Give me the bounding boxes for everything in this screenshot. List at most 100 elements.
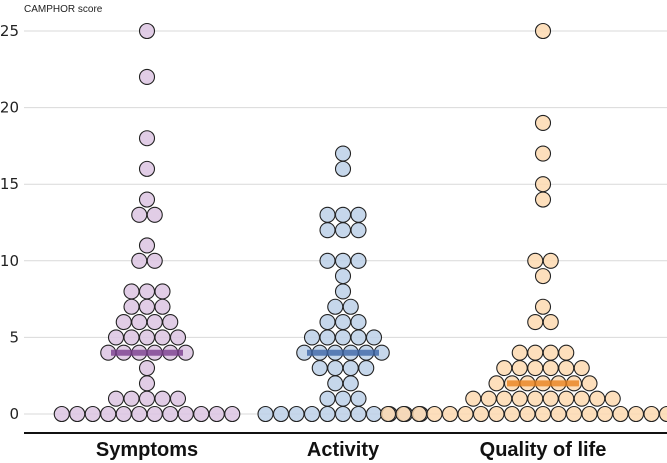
- data-point: [334, 252, 352, 269]
- data-point: [319, 314, 336, 331]
- data-point: [511, 344, 528, 361]
- data-point: [581, 405, 598, 423]
- data-point: [342, 375, 359, 392]
- data-point: [224, 405, 241, 423]
- data-point: [573, 390, 590, 407]
- data-point: [334, 222, 352, 239]
- data-point: [342, 298, 359, 315]
- data-point: [115, 314, 132, 331]
- data-point: [534, 405, 552, 423]
- y-tick-label: 0: [9, 405, 19, 423]
- data-point: [138, 375, 156, 392]
- data-point: [365, 329, 383, 346]
- data-point: [146, 206, 163, 223]
- data-point: [162, 314, 179, 331]
- data-point: [527, 252, 544, 269]
- data-point: [612, 405, 629, 423]
- data-point: [100, 405, 117, 423]
- data-point: [138, 298, 156, 315]
- data-point: [154, 390, 171, 407]
- data-point: [334, 405, 352, 423]
- data-point: [365, 405, 383, 423]
- data-point: [138, 359, 156, 377]
- data-point: [527, 390, 544, 407]
- data-point: [589, 390, 606, 407]
- data-point: [488, 375, 505, 392]
- data-point: [53, 405, 70, 423]
- data-point: [350, 206, 367, 223]
- data-point: [303, 329, 321, 346]
- data-point: [350, 329, 367, 346]
- y-axis-title: CAMPHOR score: [24, 4, 103, 15]
- data-point: [527, 359, 544, 377]
- data-point: [311, 359, 328, 377]
- data-point: [272, 405, 290, 423]
- data-point: [334, 206, 352, 223]
- data-point: [107, 390, 125, 407]
- data-point: [319, 252, 336, 269]
- data-point: [319, 329, 336, 346]
- data-point: [303, 405, 321, 423]
- data-point: [334, 314, 352, 331]
- data-point: [534, 176, 552, 193]
- data-point: [342, 359, 359, 377]
- data-point: [193, 405, 210, 423]
- data-point: [334, 329, 352, 346]
- data-point: [358, 359, 375, 377]
- data-point: [527, 314, 544, 331]
- y-tick-label: 10: [0, 252, 19, 270]
- data-point: [350, 405, 367, 423]
- data-point: [643, 405, 660, 423]
- data-point: [115, 405, 132, 423]
- data-point: [319, 206, 336, 223]
- data-point: [138, 191, 156, 208]
- data-point: [558, 359, 575, 377]
- data-point: [379, 405, 397, 423]
- data-point: [169, 329, 187, 346]
- data-point: [146, 314, 163, 331]
- data-point: [138, 329, 156, 346]
- data-point: [496, 390, 513, 407]
- y-tick-labels: 0 5 10 15 20 25: [0, 22, 19, 423]
- data-point: [84, 405, 101, 423]
- data-point: [154, 329, 171, 346]
- data-point: [208, 405, 225, 423]
- data-point: [350, 252, 367, 269]
- data-point: [658, 405, 667, 423]
- data-point: [327, 298, 344, 315]
- data-point: [69, 405, 86, 423]
- data-point: [131, 314, 148, 331]
- data-point: [138, 237, 156, 254]
- data-point: [334, 145, 352, 162]
- data-point: [131, 206, 148, 223]
- data-point: [138, 130, 156, 147]
- data-point: [534, 191, 552, 208]
- data-point: [542, 252, 559, 269]
- data-point: [503, 405, 521, 423]
- category-label: Symptoms: [96, 439, 198, 461]
- data-point: [496, 359, 513, 377]
- data-point: [138, 390, 156, 407]
- data-point: [604, 390, 621, 407]
- data-point: [426, 405, 443, 423]
- data-points: [53, 22, 667, 423]
- data-point: [542, 344, 559, 361]
- data-point: [123, 283, 140, 300]
- data-point: [596, 405, 614, 423]
- data-point: [565, 405, 583, 423]
- data-point: [534, 145, 552, 162]
- data-point: [162, 405, 179, 423]
- data-point: [558, 390, 575, 407]
- data-point: [542, 359, 559, 377]
- category-label: Activity: [307, 439, 380, 461]
- data-point: [350, 390, 367, 407]
- data-point: [154, 283, 171, 300]
- data-point: [395, 405, 412, 423]
- data-point: [527, 344, 544, 361]
- category-labels: Symptoms Activity Quality of life: [96, 439, 606, 461]
- data-point: [472, 405, 490, 423]
- data-point: [534, 268, 552, 285]
- data-point: [123, 390, 140, 407]
- data-point: [480, 390, 497, 407]
